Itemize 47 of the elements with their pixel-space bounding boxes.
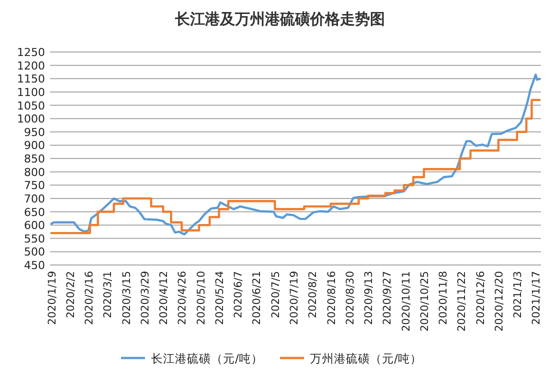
x-tick-label: 2020/7/19	[288, 271, 301, 325]
x-tick-label: 2020/3/1	[102, 271, 114, 318]
x-tick-label: 2020/8/16	[326, 270, 338, 325]
x-tick-label: 2020/5/10	[195, 271, 208, 325]
x-tick-label: 2020/2/16	[84, 270, 96, 325]
y-tick-label: 1000	[17, 112, 45, 126]
y-tick-label: 450	[24, 259, 45, 272]
y-tick-label: 850	[24, 152, 45, 166]
y-tick-label: 1100	[17, 86, 45, 99]
y-tick-label: 1150	[17, 72, 45, 86]
x-tick-label: 2020/2/2	[64, 271, 77, 318]
legend-label: 长江港硫磺（元/吨）	[151, 352, 263, 366]
x-tick-label: 2020/6/21	[251, 271, 264, 325]
y-tick-label: 900	[24, 139, 45, 152]
y-tick-label: 700	[24, 192, 45, 206]
chart-title: 长江港及万州港硫磺价格走势图	[174, 10, 385, 28]
x-tick-label: 2020/5/24	[214, 270, 226, 325]
y-tick-label: 1200	[17, 59, 45, 72]
x-tick-label: 2020/4/12	[158, 271, 170, 325]
legend-label: 万州港硫磺（元/吨）	[310, 352, 422, 366]
y-tick-label: 1050	[17, 99, 45, 112]
y-tick-label: 600	[24, 219, 45, 232]
y-tick-label: 800	[24, 166, 45, 179]
x-tick-label: 2020/12/6	[474, 270, 487, 325]
x-tick-label: 2020/4/26	[176, 270, 189, 325]
x-tick-label: 2021/1/3	[512, 271, 524, 318]
x-tick-label: 2020/8/2	[307, 271, 320, 318]
y-tick-label: 550	[24, 232, 45, 246]
y-tick-label: 650	[24, 206, 45, 219]
x-tick-label: 2020/11/8	[438, 271, 450, 325]
x-tick-label: 2020/6/7	[232, 271, 245, 318]
y-tick-label: 1250	[17, 46, 45, 59]
y-tick-label: 750	[24, 179, 45, 192]
x-tick-label: 2020/11/22	[456, 271, 468, 332]
x-tick-label: 2020/12/20	[493, 271, 506, 332]
x-tick-label: 2020/7/5	[270, 271, 282, 318]
x-tick-label: 2020/10/25	[418, 271, 431, 332]
x-tick-label: 2020/1/19	[46, 271, 58, 325]
x-tick-label: 2020/3/29	[139, 271, 152, 325]
x-tick-label: 2020/3/15	[120, 271, 133, 325]
x-tick-label: 2020/9/13	[363, 271, 376, 325]
y-tick-label: 950	[24, 126, 45, 139]
x-tick-label: 2020/8/30	[344, 271, 356, 325]
x-tick-label: 2021/1/17	[530, 271, 543, 325]
x-tick-label: 2020/9/27	[382, 271, 394, 325]
x-tick-label: 2020/10/11	[400, 271, 412, 332]
y-tick-label: 500	[24, 246, 45, 259]
